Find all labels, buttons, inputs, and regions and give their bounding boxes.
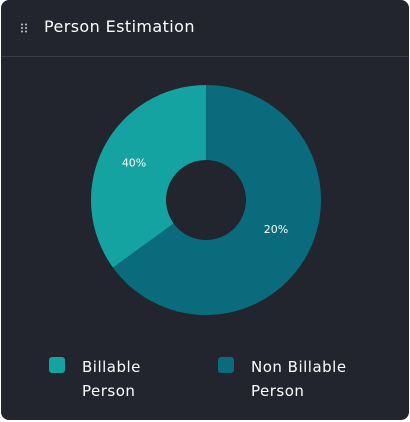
data-label-non-billable: 20%	[264, 223, 288, 236]
legend-label-billable: Billable Person	[82, 358, 141, 400]
donut-slice-non-billable[interactable]	[112, 85, 322, 315]
legend-label-non-billable: Non Billable Person	[251, 358, 347, 400]
legend-swatch-non-billable	[218, 357, 234, 373]
card-title: Person Estimation	[44, 17, 195, 36]
donut-chart: 20% 40%	[91, 85, 322, 315]
card-header: Person Estimation	[1, 0, 409, 57]
legend-swatch-billable	[49, 357, 65, 373]
chart-legend: Billable Person Non Billable Person	[1, 352, 409, 412]
data-label-billable: 40%	[122, 156, 146, 169]
drag-handle-icon[interactable]	[20, 23, 28, 33]
donut-slice-billable[interactable]	[91, 85, 206, 268]
